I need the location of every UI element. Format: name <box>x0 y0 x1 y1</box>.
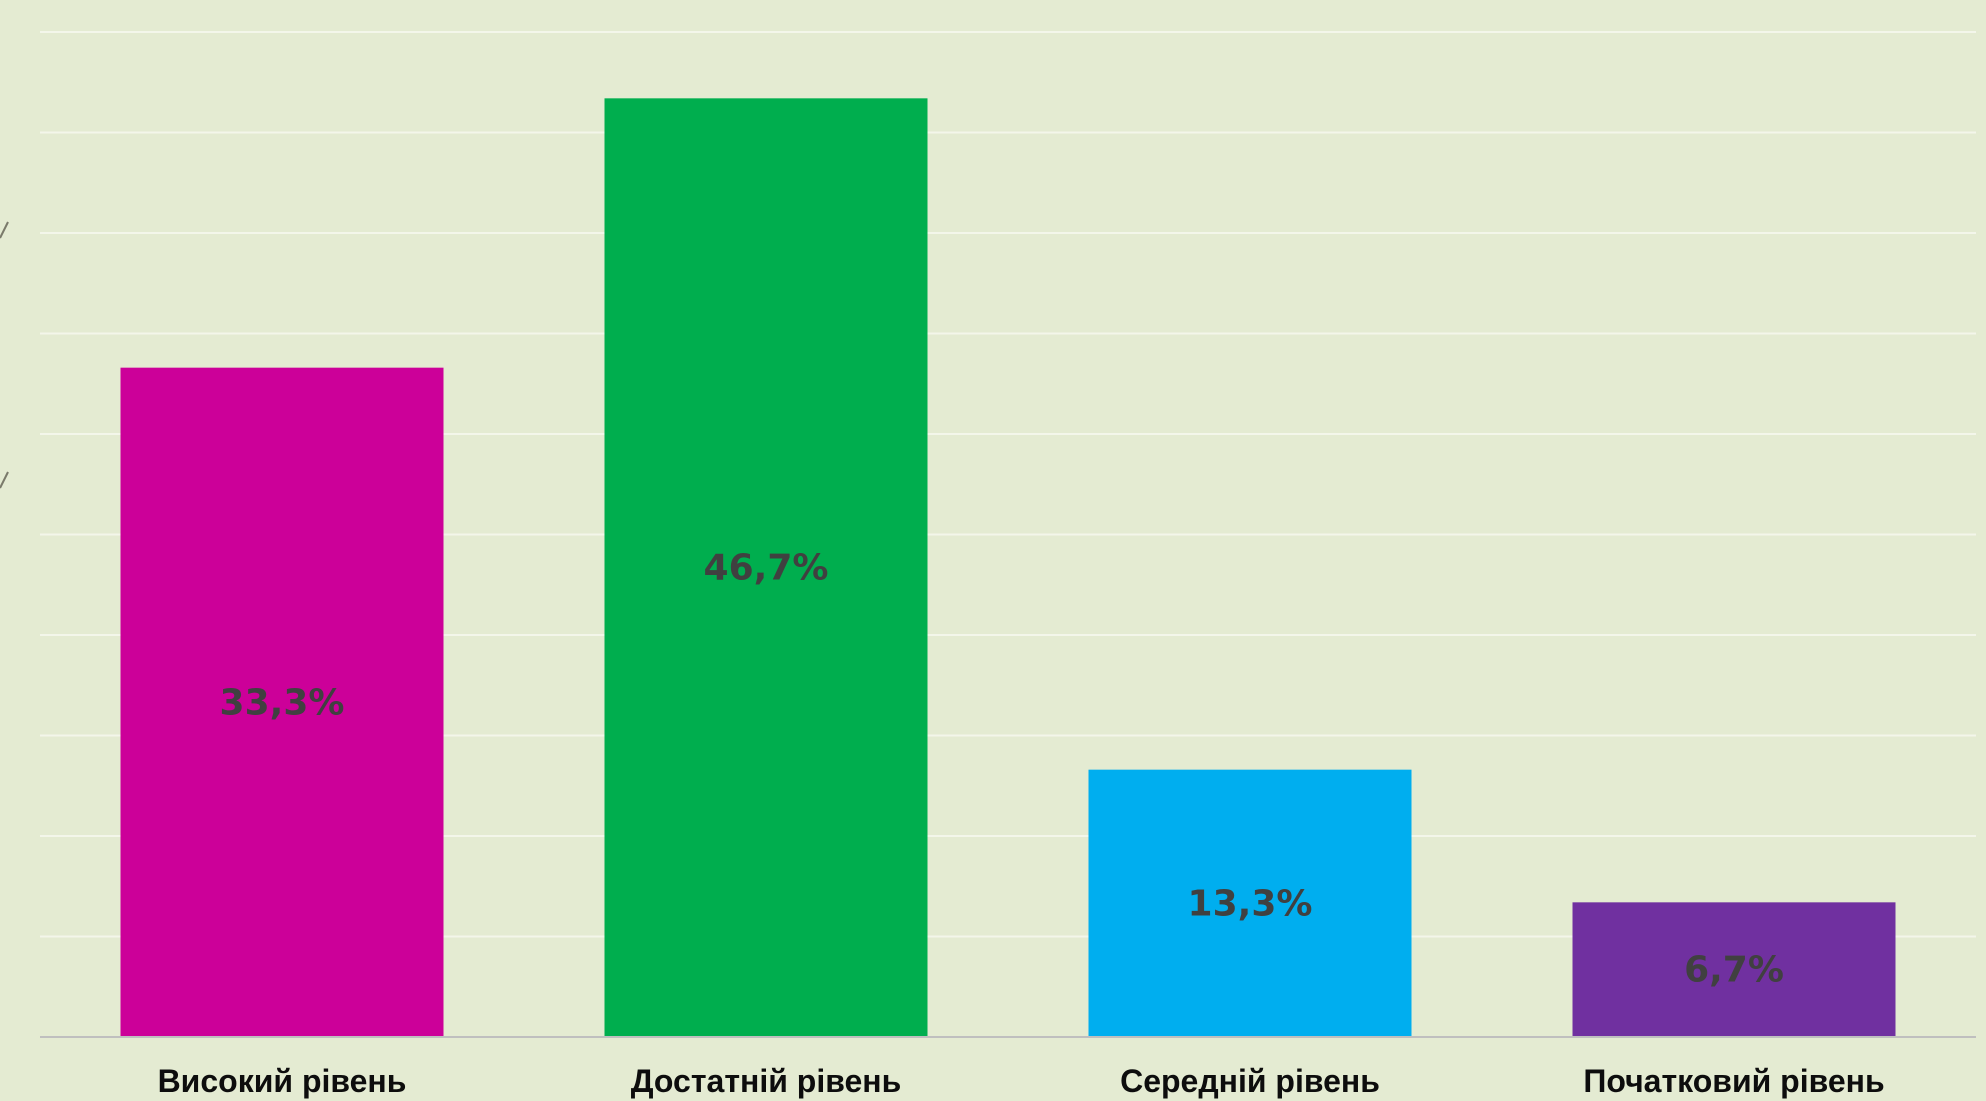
category-label: Достатній рівень <box>631 1063 902 1099</box>
data-label: 46,7% <box>704 548 829 589</box>
category-label: Початковий рівень <box>1583 1063 1884 1099</box>
data-label: 33,3% <box>220 682 345 723</box>
category-label: Високий рівень <box>158 1063 407 1099</box>
data-labels: 33,3% 46,7% 13,3% 6,7% <box>220 548 1784 991</box>
bar <box>1572 902 1896 1037</box>
bar <box>604 98 928 1037</box>
category-label: Середній рівень <box>1120 1063 1380 1099</box>
bar <box>1088 769 1412 1037</box>
bars <box>120 98 1896 1037</box>
data-label: 13,3% <box>1188 883 1313 924</box>
category-labels: Високий рівень Достатній рівень Середній р… <box>158 1063 1885 1099</box>
data-label: 6,7% <box>1684 950 1784 991</box>
slide-decoration-lines <box>0 221 9 489</box>
bar <box>120 367 444 1037</box>
